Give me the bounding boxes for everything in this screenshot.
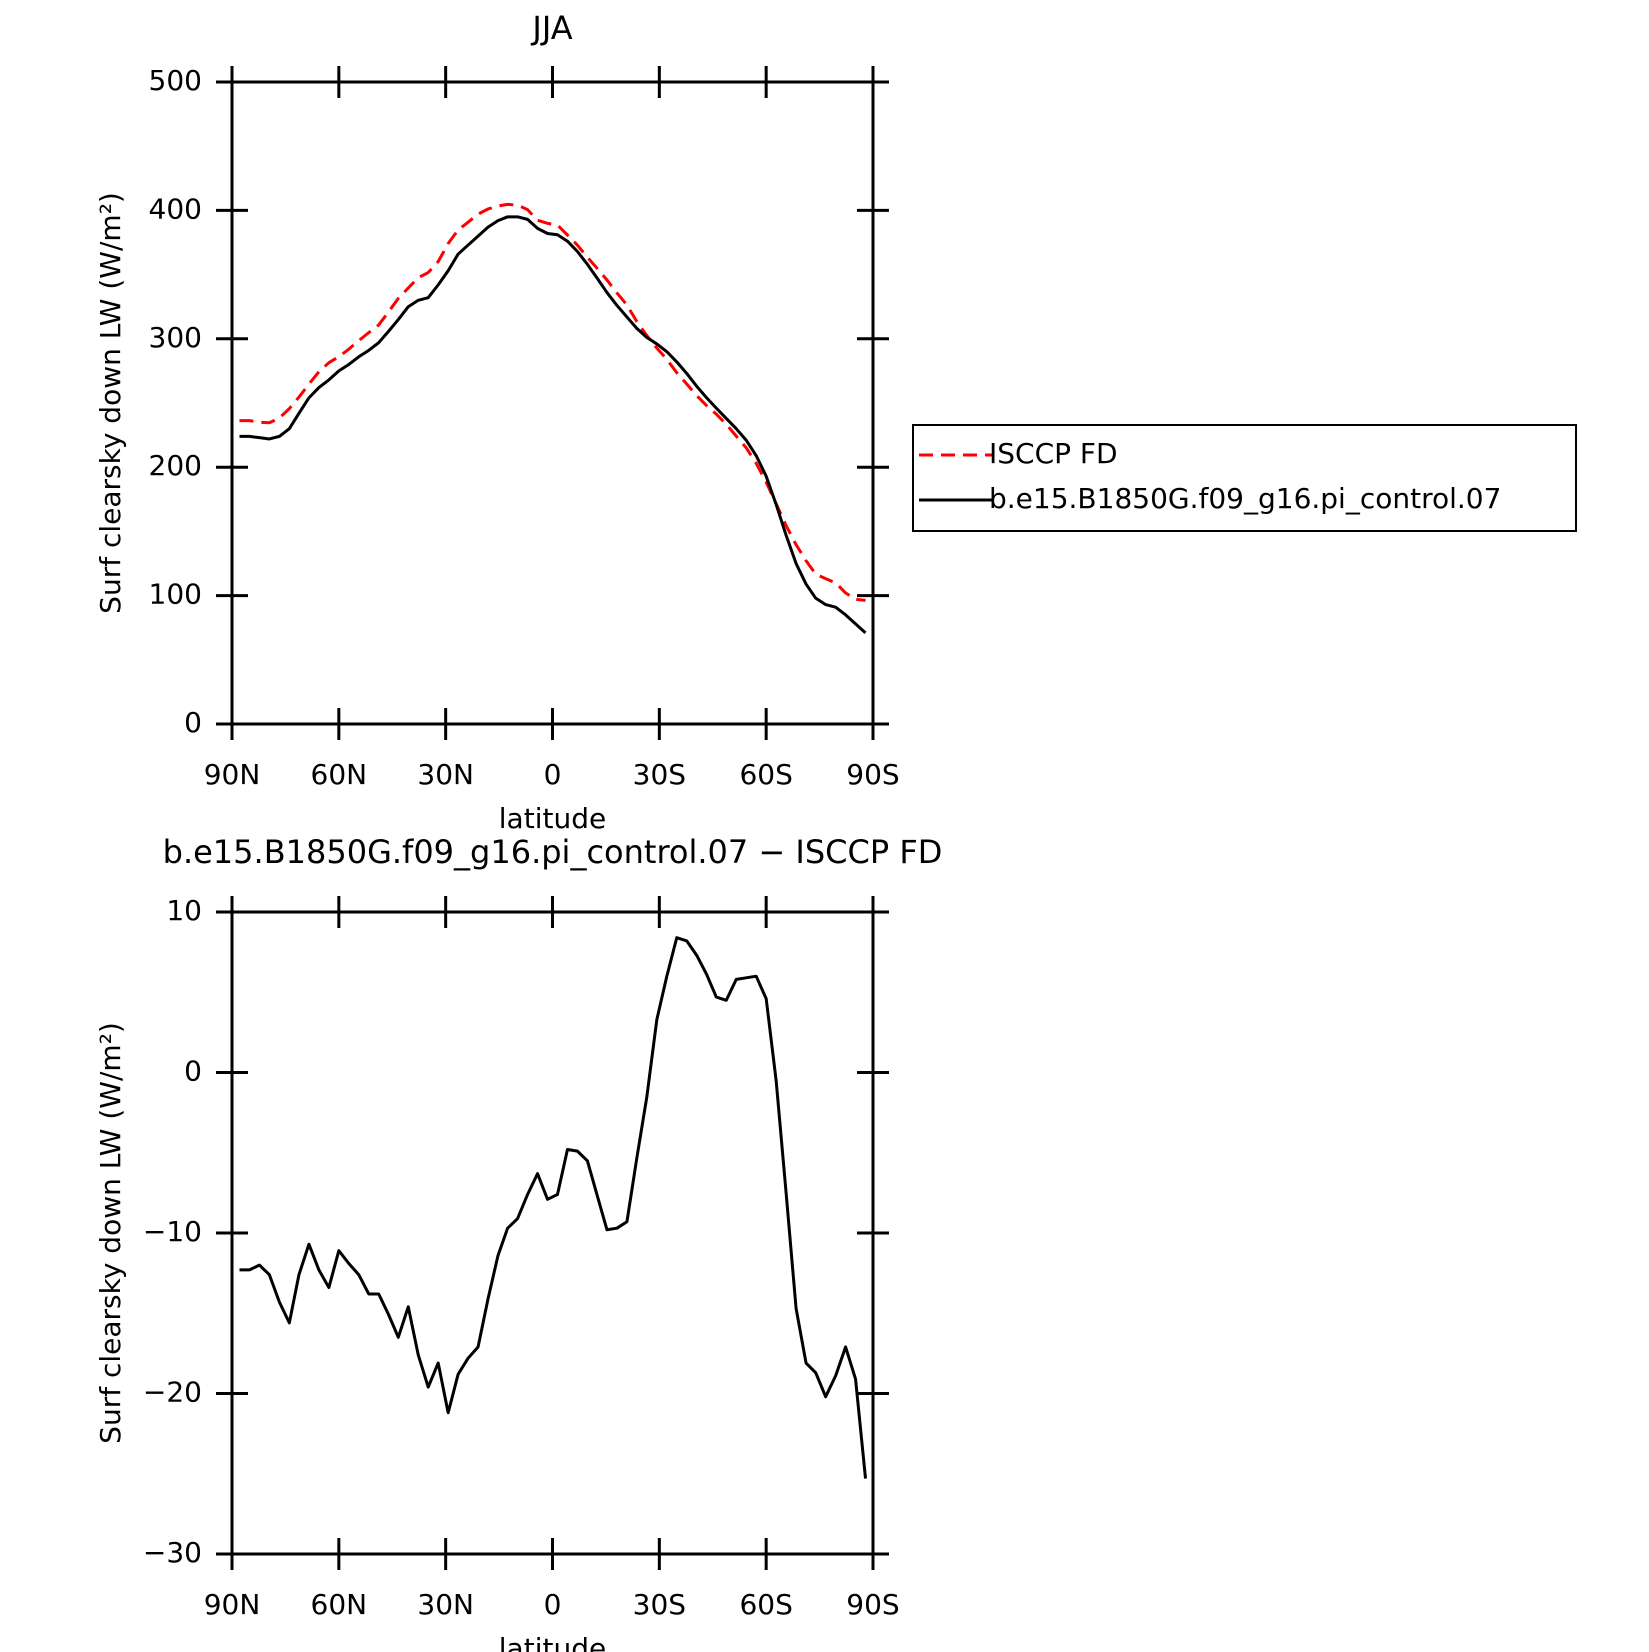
plot-frame xyxy=(230,80,875,726)
x-axis-label: latitude xyxy=(499,802,606,835)
legend-label: ISCCP FD xyxy=(989,437,1118,470)
x-tick-label: 30N xyxy=(417,758,474,791)
plot-frame xyxy=(230,910,875,1556)
x-tick-label: 60S xyxy=(739,758,792,791)
y-tick-label: −10 xyxy=(143,1215,202,1248)
y-tick-label: 500 xyxy=(149,64,202,97)
x-tick-label: 90S xyxy=(846,758,899,791)
y-tick-label: −30 xyxy=(143,1536,202,1569)
x-axis-label: latitude xyxy=(499,1632,606,1652)
x-tick-label: 30S xyxy=(633,758,686,791)
legend-label: b.e15.B1850G.f09_g16.pi_control.07 xyxy=(989,482,1501,515)
y-tick-label: 0 xyxy=(184,1055,202,1088)
y-tick-label: 10 xyxy=(166,894,202,927)
y-tick-label: 300 xyxy=(149,321,202,354)
x-tick-label: 0 xyxy=(544,758,562,791)
x-tick-label: 90N xyxy=(204,758,261,791)
x-tick-label: 30N xyxy=(417,1588,474,1621)
x-tick-label: 30S xyxy=(633,1588,686,1621)
x-tick-label: 60N xyxy=(311,758,368,791)
chart-title: JJA xyxy=(530,9,572,47)
y-tick-label: 100 xyxy=(149,578,202,611)
legend: ISCCP FD b.e15.B1850G.f09_g16.pi_control.… xyxy=(912,424,1577,532)
y-axis-label: Surf clearsky down LW (W/m²) xyxy=(94,192,127,614)
x-tick-label: 90S xyxy=(846,1588,899,1621)
x-tick-label: 0 xyxy=(544,1588,562,1621)
chart-title: b.e15.B1850G.f09_g16.pi_control.07 − ISC… xyxy=(163,833,943,871)
legend-box xyxy=(912,424,1577,532)
y-tick-label: 400 xyxy=(149,192,202,225)
data-line xyxy=(239,215,867,634)
y-tick-label: 200 xyxy=(149,449,202,482)
data-line xyxy=(239,202,866,602)
y-tick-label: 0 xyxy=(184,706,202,739)
x-tick-label: 90N xyxy=(204,1588,261,1621)
x-tick-label: 60N xyxy=(311,1588,368,1621)
data-line xyxy=(239,936,868,1479)
y-axis-label: Surf clearsky down LW (W/m²) xyxy=(94,1022,127,1444)
x-tick-label: 60S xyxy=(739,1588,792,1621)
y-tick-label: −20 xyxy=(143,1376,202,1409)
